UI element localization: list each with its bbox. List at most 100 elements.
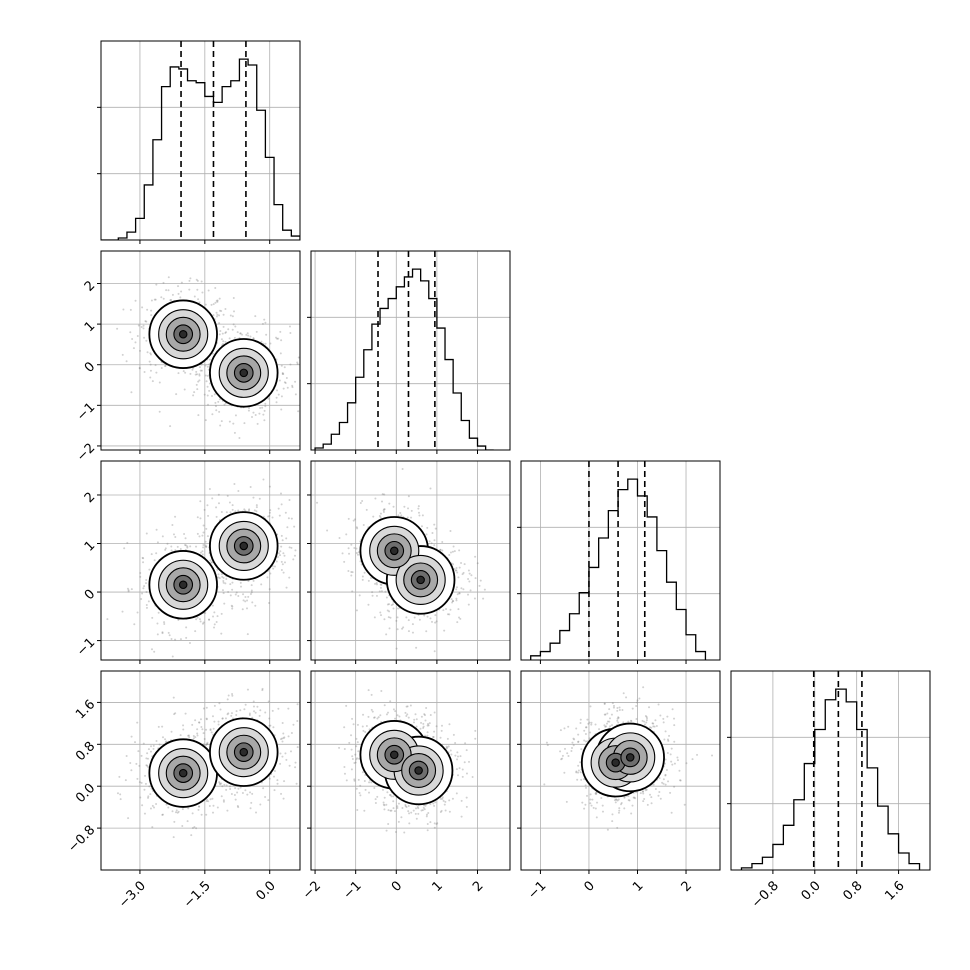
scatter-point <box>205 380 208 383</box>
scatter-point <box>144 774 147 777</box>
scatter-point <box>141 556 144 559</box>
scatter-point <box>174 549 177 552</box>
scatter-point <box>379 586 382 589</box>
scatter-point <box>440 729 443 732</box>
scatter-point <box>267 799 270 802</box>
scatter-point <box>379 583 382 586</box>
scatter-point <box>192 394 195 397</box>
scatter-point <box>198 721 201 724</box>
scatter-point <box>662 782 665 785</box>
scatter-point <box>413 616 416 619</box>
scatter-point <box>215 620 218 623</box>
axes-frame <box>100 250 301 451</box>
scatter-point <box>251 792 254 795</box>
scatter-point <box>276 556 279 559</box>
joint-panel-1-2 <box>307 460 511 664</box>
scatter-point <box>424 804 427 807</box>
scatter-point <box>275 401 278 404</box>
x-tick-label: 0 <box>389 878 405 894</box>
scatter-point <box>193 825 196 828</box>
scatter-point <box>142 561 145 564</box>
scatter-point <box>130 588 133 591</box>
scatter-point <box>389 700 392 703</box>
scatter-point <box>279 330 282 333</box>
scatter-point <box>197 380 200 383</box>
scatter-point <box>227 694 230 697</box>
scatter-point <box>379 516 382 519</box>
scatter-point <box>373 716 376 719</box>
scatter-point <box>256 705 259 708</box>
scatter-point <box>221 785 224 788</box>
scatter-point <box>252 337 255 340</box>
scatter-point <box>388 502 391 505</box>
scatter-point <box>379 611 382 614</box>
scatter-point <box>452 600 455 603</box>
scatter-point <box>350 574 353 577</box>
scatter-point <box>627 799 630 802</box>
scatter-point <box>351 717 354 720</box>
scatter-point <box>139 575 142 578</box>
scatter-point <box>301 820 303 822</box>
scatter-point <box>367 689 370 692</box>
scatter-point <box>295 782 298 785</box>
scatter-point <box>422 806 425 809</box>
scatter-point <box>230 793 233 796</box>
scatter-point <box>254 414 257 417</box>
scatter-point <box>282 552 285 555</box>
scatter-point <box>355 526 358 529</box>
scatter-point <box>357 750 360 753</box>
scatter-point <box>214 301 217 304</box>
scatter-point <box>222 325 225 328</box>
scatter-point <box>145 606 148 609</box>
scatter-point <box>203 508 206 511</box>
scatter-point <box>153 806 156 809</box>
scatter-point <box>454 742 457 745</box>
scatter-point <box>231 694 234 697</box>
scatter-point <box>234 787 237 790</box>
scatter-point <box>214 405 217 408</box>
scatter-point <box>355 745 358 748</box>
scatter-point <box>255 510 258 513</box>
scatter-point <box>233 336 236 339</box>
scatter-point <box>196 728 199 731</box>
scatter-point <box>354 753 357 756</box>
scatter-point <box>375 581 378 584</box>
scatter-point <box>196 616 199 619</box>
scatter-point <box>383 796 386 799</box>
scatter-point <box>347 517 350 520</box>
scatter-point <box>579 722 582 725</box>
scatter-point <box>362 524 365 527</box>
scatter-point <box>408 822 411 825</box>
scatter-point <box>425 707 428 710</box>
scatter-point <box>160 296 163 299</box>
scatter-point <box>417 505 420 508</box>
scatter-point <box>414 812 417 815</box>
scatter-point <box>401 627 404 630</box>
scatter-point <box>430 542 433 545</box>
scatter-point <box>458 566 461 569</box>
scatter-point <box>390 809 393 812</box>
x-tick-label: −1.5 <box>181 878 214 911</box>
scatter-point <box>140 781 143 784</box>
scatter-point <box>292 558 295 561</box>
scatter-point <box>132 347 135 350</box>
scatter-point <box>406 705 409 708</box>
scatter-point <box>156 622 159 625</box>
scatter-point <box>194 630 197 633</box>
density-contour <box>239 747 249 757</box>
scatter-point <box>355 547 358 550</box>
scatter-point <box>425 630 428 633</box>
scatter-point <box>421 809 424 812</box>
scatter-point <box>643 720 646 723</box>
scatter-point <box>145 757 148 760</box>
scatter-point <box>441 796 444 799</box>
scatter-point <box>696 753 699 756</box>
scatter-point <box>167 806 170 809</box>
scatter-point <box>286 386 289 389</box>
scatter-point <box>277 707 280 710</box>
scatter-point <box>158 743 161 746</box>
scatter-point <box>580 778 583 781</box>
scatter-point <box>206 374 209 377</box>
scatter-point <box>224 307 227 310</box>
x-tick-label: −1 <box>341 878 365 902</box>
